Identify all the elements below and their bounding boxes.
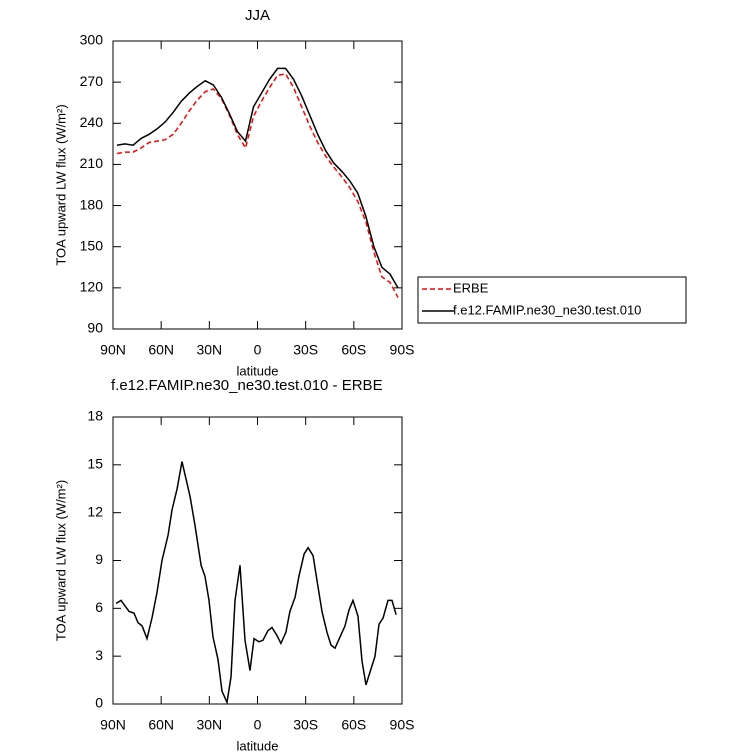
x-axis-label: latitude	[237, 363, 279, 378]
y-axis-label: TOA upward LW flux (W/m²)	[53, 104, 68, 265]
y-tick-label: 210	[80, 155, 104, 171]
y-tick-label: 150	[80, 237, 104, 253]
x-tick-label: 60S	[341, 342, 366, 358]
y-tick-label: 270	[80, 73, 104, 89]
y-tick-label: 240	[80, 114, 104, 130]
y-tick-label: 3	[95, 647, 103, 663]
y-tick-label: 18	[87, 408, 103, 424]
x-tick-label: 60N	[148, 342, 174, 358]
y-tick-label: 0	[95, 695, 103, 711]
y-tick-label: 6	[95, 599, 103, 615]
x-tick-label: 90S	[390, 717, 415, 733]
legend-label: f.e12.FAMIP.ne30_ne30.test.010	[453, 302, 641, 317]
x-tick-label: 30N	[196, 342, 222, 358]
x-tick-label: 90N	[100, 342, 126, 358]
plot-frame	[112, 40, 403, 330]
x-tick-label: 30N	[196, 717, 222, 733]
x-tick-label: 60S	[341, 717, 366, 733]
data-line	[116, 73, 399, 298]
x-tick-label: 30S	[293, 342, 318, 358]
data-line	[116, 67, 399, 289]
y-tick-label: 300	[80, 32, 104, 48]
chart-title: f.e12.FAMIP.ne30_ne30.test.010 - ERBE	[111, 377, 383, 394]
legend-label: ERBE	[453, 280, 489, 295]
y-tick-label: 90	[87, 320, 103, 336]
data-line	[115, 461, 397, 706]
y-tick-label: 12	[87, 503, 103, 519]
x-tick-label: 60N	[148, 717, 174, 733]
legend-box	[417, 276, 687, 324]
x-tick-label: 30S	[293, 717, 318, 733]
plot-frame	[112, 416, 403, 705]
x-tick-label: 0	[254, 717, 262, 733]
x-tick-label: 90S	[390, 342, 415, 358]
chart-title: JJA	[245, 7, 270, 24]
y-tick-label: 9	[95, 551, 103, 567]
y-tick-label: 180	[80, 196, 104, 212]
y-axis-label: TOA upward LW flux (W/m²)	[53, 480, 68, 641]
x-axis-label: latitude	[237, 738, 279, 753]
x-tick-label: 90N	[100, 717, 126, 733]
y-tick-label: 15	[87, 456, 103, 472]
y-tick-label: 120	[80, 279, 104, 295]
x-tick-label: 0	[254, 342, 262, 358]
